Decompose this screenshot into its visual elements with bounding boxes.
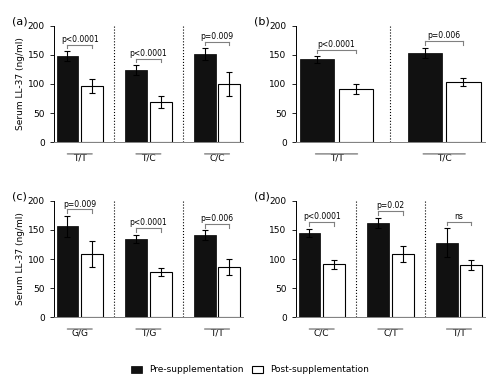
Bar (298, 233, 320, 317)
Text: ns: ns (454, 212, 464, 221)
Text: p<0.0001: p<0.0001 (303, 213, 341, 221)
Text: p<0.0001: p<0.0001 (130, 49, 168, 58)
Bar (56, 226, 78, 317)
Text: (a): (a) (12, 16, 28, 26)
Bar (81, 86, 103, 142)
Text: (c): (c) (12, 191, 27, 201)
Text: p=0.006: p=0.006 (428, 31, 460, 41)
Bar (194, 54, 216, 142)
Bar (300, 60, 334, 142)
Bar (218, 84, 240, 142)
Bar (125, 70, 147, 142)
Legend: Pre-supplementation, Post-supplementation: Pre-supplementation, Post-supplementatio… (130, 365, 370, 374)
Text: p=0.009: p=0.009 (63, 200, 96, 208)
Bar (408, 53, 442, 142)
Bar (323, 264, 345, 317)
Text: p=0.02: p=0.02 (376, 201, 404, 210)
Y-axis label: Serum LL-37 (ng/ml): Serum LL-37 (ng/ml) (16, 213, 24, 305)
Bar (339, 89, 373, 142)
Bar (194, 235, 216, 317)
Text: p<0.0001: p<0.0001 (61, 35, 98, 44)
Bar (446, 82, 480, 142)
Bar (81, 254, 103, 317)
Text: p=0.009: p=0.009 (200, 32, 234, 41)
Bar (218, 267, 240, 317)
Bar (392, 254, 413, 317)
Bar (367, 223, 389, 317)
Bar (150, 272, 172, 317)
Text: p<0.0001: p<0.0001 (130, 218, 168, 227)
Bar (436, 243, 458, 317)
Text: p<0.0001: p<0.0001 (318, 40, 356, 49)
Bar (150, 102, 172, 142)
Text: (d): (d) (254, 191, 270, 201)
Bar (56, 56, 78, 142)
Bar (460, 265, 482, 317)
Bar (125, 239, 147, 317)
Y-axis label: Serum LL-37 (ng/ml): Serum LL-37 (ng/ml) (16, 38, 24, 130)
Text: p=0.006: p=0.006 (200, 214, 234, 223)
Text: (b): (b) (254, 16, 270, 26)
